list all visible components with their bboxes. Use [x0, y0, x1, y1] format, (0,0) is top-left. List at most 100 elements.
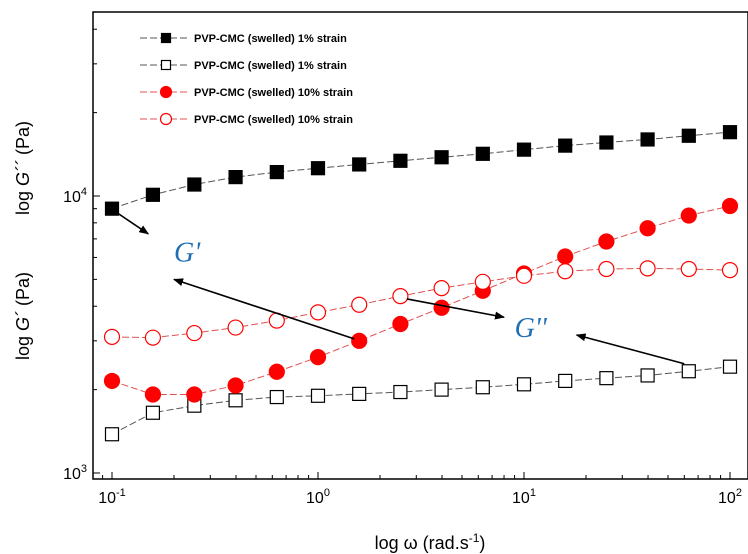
annotation-label: G'' — [515, 313, 548, 344]
data-point — [310, 161, 326, 176]
annotation-arrow — [575, 333, 685, 365]
series-line — [111, 366, 731, 435]
legend-marker — [159, 112, 173, 126]
data-point — [721, 197, 739, 215]
data-point — [269, 164, 284, 180]
legend-label: PVP-CMC (swelled) 10% strain — [194, 114, 353, 126]
annotation-arrow — [173, 278, 355, 340]
data-point — [722, 359, 738, 374]
data-point — [186, 324, 203, 342]
data-point — [434, 150, 449, 165]
data-point — [392, 315, 409, 333]
x-axis-label-main: log ω (rad.s — [375, 533, 469, 553]
legend-label: PVP-CMC (swelled) 1% strain — [194, 33, 347, 45]
data-point — [187, 177, 202, 192]
data-point — [103, 372, 121, 390]
data-point — [433, 299, 450, 316]
series-line — [111, 205, 731, 396]
data-point — [598, 233, 615, 250]
data-point — [681, 128, 696, 143]
y-axis-label-lower-pre: log — [13, 331, 33, 360]
legend-item: PVP-CMC (swelled) 10% strain — [140, 85, 353, 99]
data-point — [475, 146, 490, 161]
data-point — [228, 393, 243, 408]
data-point — [722, 125, 738, 140]
data-point — [558, 373, 573, 389]
series-1 — [104, 125, 738, 216]
annotation-labels: G' G'' — [174, 238, 548, 344]
data-point — [393, 153, 408, 168]
data-point — [516, 377, 532, 392]
y-axis-label-lower: log G´ (Pa) — [13, 272, 33, 360]
data-point — [103, 328, 121, 345]
data-point — [268, 363, 285, 380]
legend-item: PVP-CMC (swelled) 10% strain — [140, 112, 353, 126]
plot-area-frame — [92, 11, 748, 480]
data-point — [474, 273, 491, 290]
y-tick-label: 103 — [63, 463, 87, 483]
annotation-arrow — [111, 208, 150, 235]
data-point — [393, 384, 408, 400]
x-tick-label: 102 — [718, 487, 742, 507]
legend-marker — [160, 59, 172, 71]
data-point — [351, 332, 368, 349]
data-point — [352, 386, 367, 402]
legend-marker — [160, 32, 172, 44]
legend-label: PVP-CMC (swelled) 10% strain — [194, 87, 353, 99]
data-point — [721, 262, 739, 279]
data-point — [640, 132, 655, 147]
x-tick-label: 100 — [306, 487, 330, 507]
data-point — [515, 267, 533, 284]
data-point — [639, 260, 656, 277]
y-axis-ticks: 103 104 — [63, 28, 100, 483]
annotation-label: G' — [174, 238, 201, 269]
data-point — [434, 382, 449, 397]
data-point — [228, 170, 243, 185]
data-point — [639, 220, 656, 237]
y-axis-label-upper: log G´´ (Pa) — [13, 121, 33, 215]
data-point — [186, 386, 203, 403]
data-point — [144, 386, 162, 403]
x-axis-ticks: 10-1 100 101 102 — [98, 472, 742, 507]
legend-item: PVP-CMC (swelled) 1% strain — [140, 32, 347, 45]
y-axis-label-upper-pre: log — [13, 186, 33, 215]
series-2 — [104, 359, 738, 442]
data-point — [145, 187, 161, 202]
y-axis-label-upper-sym: G´´ — [13, 160, 33, 186]
data-point — [681, 364, 696, 379]
legend-item: PVP-CMC (swelled) 1% strain — [140, 59, 347, 72]
series-4 — [103, 260, 739, 346]
data-point — [433, 280, 450, 297]
annotation-arrow — [406, 298, 506, 320]
data-point — [599, 371, 614, 386]
y-tick-label: 104 — [63, 186, 87, 206]
data-point — [310, 388, 326, 403]
data-point — [598, 260, 615, 278]
x-tick-label: 101 — [512, 487, 536, 507]
data-point — [516, 142, 532, 157]
data-point — [557, 248, 574, 265]
x-tick-label: 10-1 — [98, 487, 126, 507]
data-point — [557, 263, 574, 280]
y-axis-label-upper-post: (Pa) — [13, 121, 33, 160]
data-point — [104, 427, 120, 442]
legend-label: PVP-CMC (swelled) 1% strain — [194, 60, 347, 72]
data-point — [392, 288, 409, 305]
data-point — [680, 207, 697, 224]
data-point — [269, 389, 284, 405]
annotation-arrows — [111, 208, 685, 365]
data-point — [558, 138, 573, 153]
legend: PVP-CMC (swelled) 1% strain PVP-CMC (swel… — [140, 32, 353, 126]
data-point — [680, 260, 697, 278]
data-point — [599, 135, 614, 150]
data-point — [309, 349, 327, 366]
y-axis-label-lower-sym: G´ — [13, 311, 33, 331]
data-point — [352, 157, 367, 172]
data-point — [145, 405, 161, 420]
data-point — [351, 296, 368, 313]
data-point — [227, 319, 244, 336]
legend-marker — [159, 85, 173, 99]
data-point — [144, 329, 162, 346]
series-layer — [103, 125, 739, 442]
